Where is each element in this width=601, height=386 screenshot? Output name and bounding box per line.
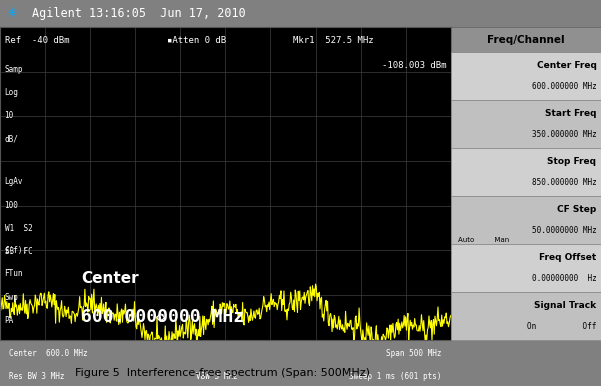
Text: Agilent 13:16:05  Jun 17, 2010: Agilent 13:16:05 Jun 17, 2010	[32, 7, 245, 20]
Text: 50.0000000 MHz: 50.0000000 MHz	[532, 226, 597, 235]
Text: 350.000000 MHz: 350.000000 MHz	[532, 130, 597, 139]
Text: Center  600.0 MHz: Center 600.0 MHz	[9, 349, 88, 358]
Text: ▪Atten 0 dB: ▪Atten 0 dB	[167, 36, 226, 46]
Text: Signal Track: Signal Track	[534, 301, 597, 310]
FancyBboxPatch shape	[451, 196, 601, 244]
Text: W1  S2: W1 S2	[5, 224, 32, 233]
Text: VBW 3 MHz: VBW 3 MHz	[195, 372, 237, 381]
Text: FTun: FTun	[5, 269, 23, 278]
Text: Ref  -40 dBm: Ref -40 dBm	[5, 36, 69, 46]
Text: £(f):: £(f):	[5, 246, 28, 255]
Text: 850.000000 MHz: 850.000000 MHz	[532, 178, 597, 187]
Text: 100: 100	[5, 201, 19, 210]
Text: LgAv: LgAv	[5, 177, 23, 186]
Text: ✳: ✳	[7, 7, 17, 20]
Text: Start Freq: Start Freq	[545, 109, 597, 118]
Text: Freq Offset: Freq Offset	[539, 253, 597, 262]
Text: Stop Freq: Stop Freq	[548, 157, 597, 166]
Text: 0.00000000  Hz: 0.00000000 Hz	[532, 274, 597, 283]
Text: Freq/Channel: Freq/Channel	[487, 34, 565, 44]
Text: -108.003 dBm: -108.003 dBm	[382, 61, 446, 70]
Text: Center: Center	[81, 271, 139, 286]
Text: 10: 10	[5, 112, 14, 120]
Text: Samp: Samp	[5, 64, 23, 74]
Text: S3  FC: S3 FC	[5, 247, 32, 256]
Text: Mkr1  527.5 MHz: Mkr1 527.5 MHz	[293, 36, 374, 46]
FancyBboxPatch shape	[451, 148, 601, 196]
Text: 600.000000 MHz: 600.000000 MHz	[532, 82, 597, 91]
Text: PA: PA	[5, 316, 14, 325]
Text: dB/: dB/	[5, 135, 19, 144]
Text: CF Step: CF Step	[557, 205, 597, 214]
Text: On          Off: On Off	[527, 322, 597, 331]
Text: Span 500 MHz: Span 500 MHz	[386, 349, 442, 358]
Text: Center Freq: Center Freq	[537, 61, 597, 70]
FancyBboxPatch shape	[451, 244, 601, 292]
FancyBboxPatch shape	[451, 27, 601, 52]
FancyBboxPatch shape	[451, 100, 601, 148]
FancyBboxPatch shape	[451, 52, 601, 100]
Text: Res BW 3 MHz: Res BW 3 MHz	[9, 372, 64, 381]
Text: Swp: Swp	[5, 293, 19, 302]
Text: Sweep 1 ms (601 pts): Sweep 1 ms (601 pts)	[349, 372, 442, 381]
Text: Figure 5  Interference-free spectrum (Span: 500MHz): Figure 5 Interference-free spectrum (Spa…	[75, 368, 370, 378]
Text: 600.0000000 MHz: 600.0000000 MHz	[81, 308, 244, 327]
FancyBboxPatch shape	[451, 292, 601, 340]
Text: Auto         Man: Auto Man	[458, 237, 510, 243]
Text: Log: Log	[5, 88, 19, 97]
